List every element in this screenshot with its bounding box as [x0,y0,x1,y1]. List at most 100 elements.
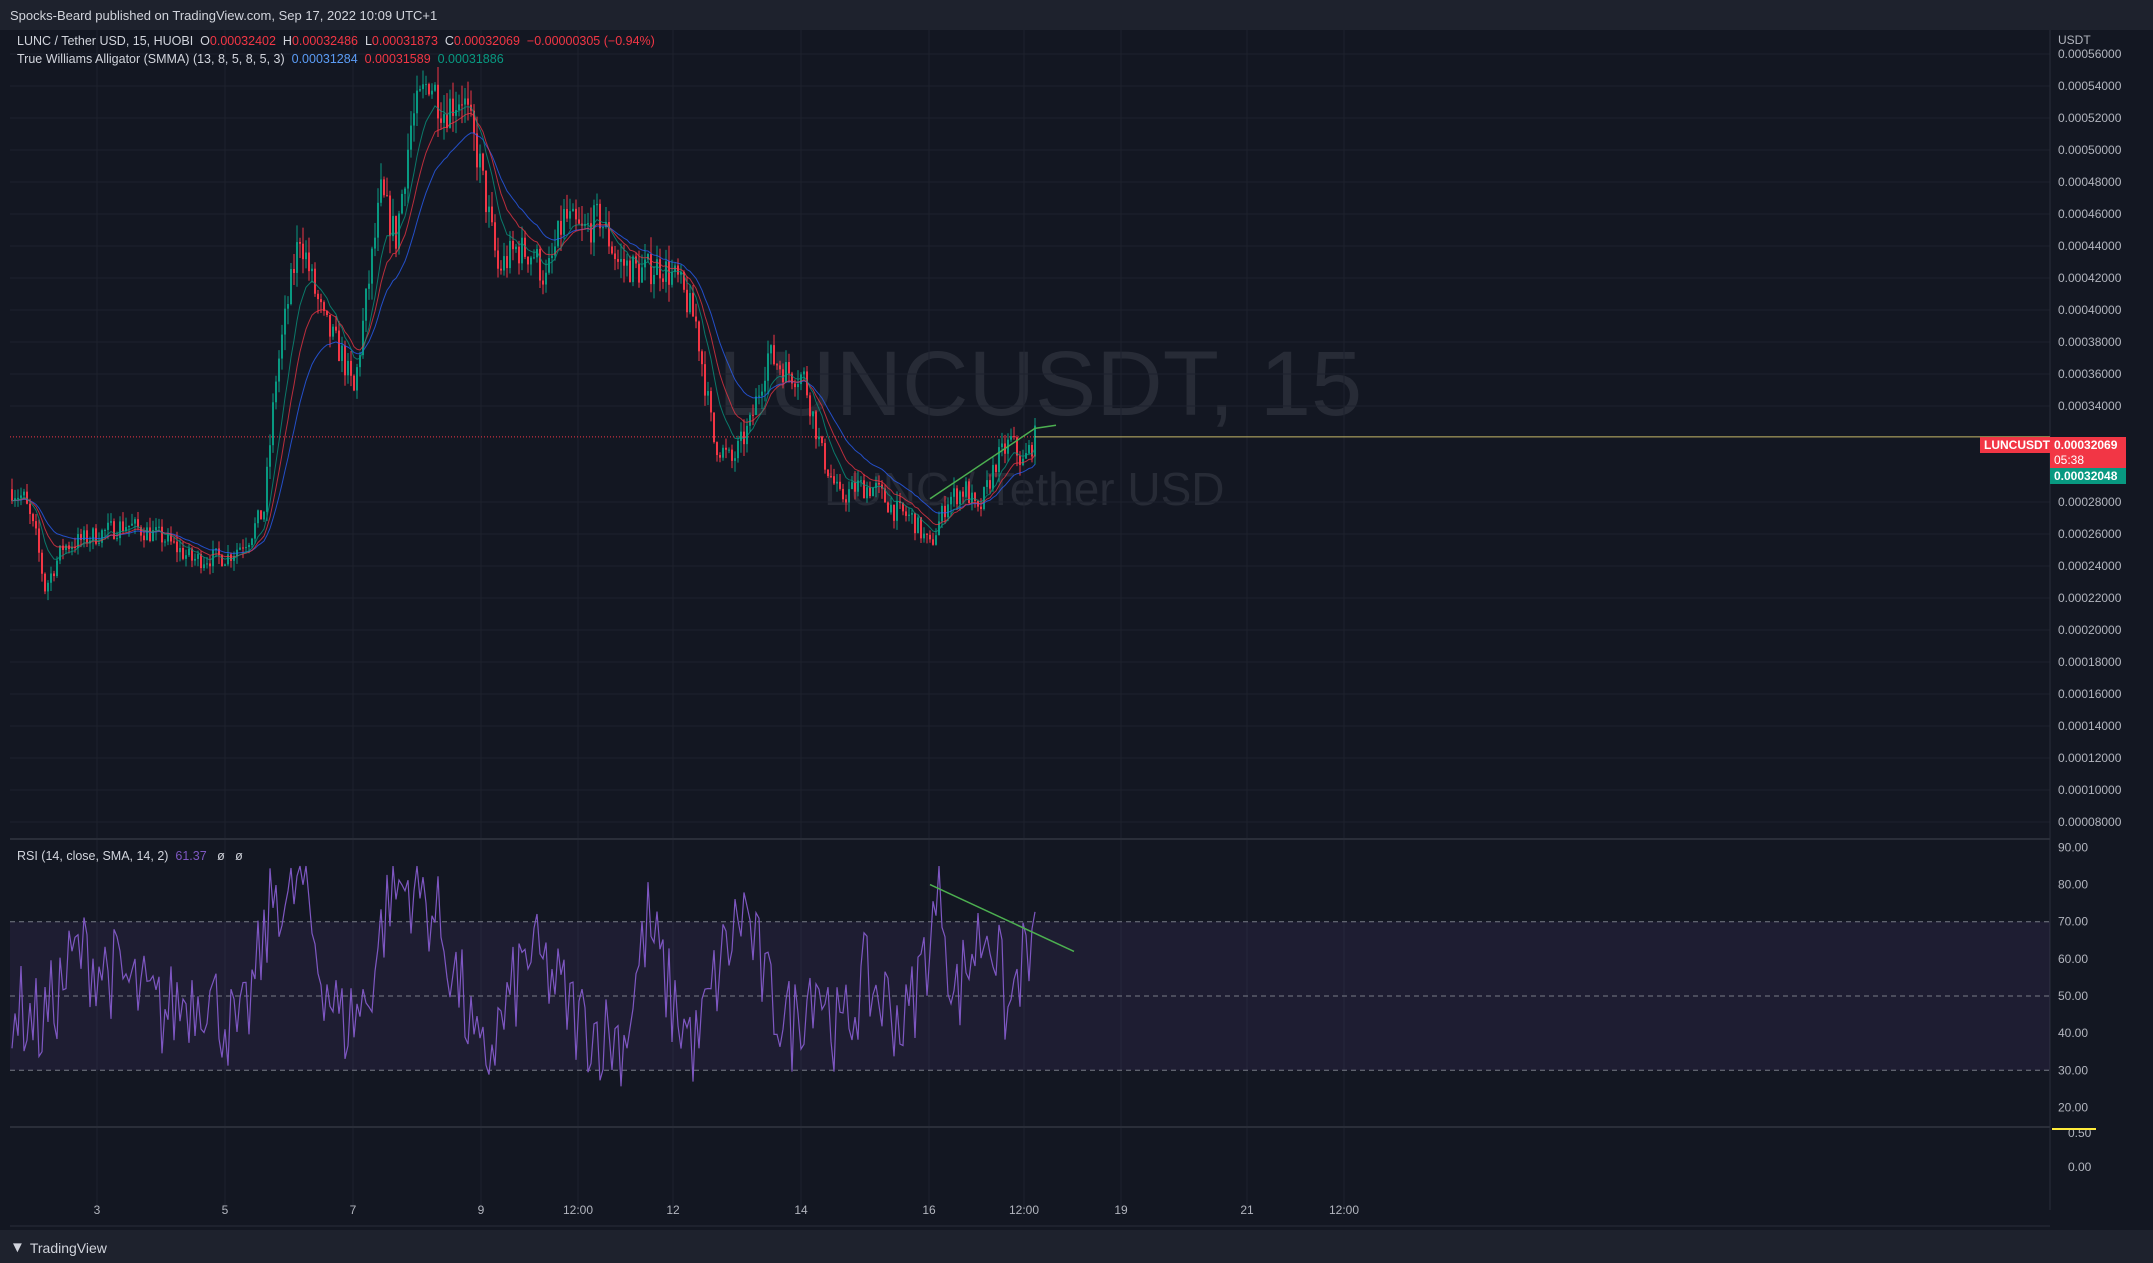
candle-body [848,489,850,503]
candle-body [161,526,163,543]
candle-body [407,149,409,189]
candle-body [617,259,619,262]
candle-body [929,534,931,540]
candle-body [872,487,874,497]
candle-body [833,476,835,484]
candle-body [776,364,778,366]
candle-body [263,511,265,520]
candle-body [590,223,592,243]
candle-body [290,268,292,305]
candle-body [998,447,1000,473]
candle-body [635,256,637,264]
candle-body [491,206,493,223]
alligator-teeth [11,112,1036,558]
candle-body [218,548,220,556]
candle-body [557,220,559,247]
legend-close: 0.00032069 [453,34,520,48]
candle-body [203,564,205,569]
candle-body [971,492,973,504]
candle-body [449,98,451,128]
candle-body [323,302,325,311]
candle-body [56,560,58,577]
candle-body [32,514,34,522]
candle-body [893,504,895,521]
candle-body [815,411,817,440]
candle-body [560,220,562,235]
candle-body [575,208,577,220]
candle-body [896,501,898,521]
time-tick-label: 3 [94,1203,101,1217]
candle-body [71,547,73,550]
legend-rsi-title[interactable]: RSI (14, close, SMA, 14, 2) [17,849,169,863]
time-tick-label: 12:00 [563,1203,593,1217]
candle-body [1019,455,1021,465]
candle-body [890,504,892,513]
legend-rsi-extra2: ø [235,849,243,863]
legend-rsi-extra1: ø [217,849,225,863]
candle-body [926,533,928,535]
candle-body [191,548,193,561]
legend-lips: 0.00031886 [437,52,504,66]
legend-alligator-title[interactable]: True Williams Alligator (SMMA) (13, 8, 5… [17,52,285,66]
candle-body [347,360,349,376]
legend-symbol[interactable]: LUNC / Tether USD, 15, HUOBI [17,34,194,48]
candle-body [986,480,988,487]
candle-body [608,222,610,247]
trendlines [929,424,1075,953]
candle-body [440,118,442,123]
candle-body [446,114,448,128]
candle-body [428,84,430,95]
candle-body [1028,444,1030,453]
candle-body [299,242,301,244]
candle-body [545,272,547,285]
price-tick-label: 0.00022000 [2058,591,2122,605]
candle-body [770,345,772,354]
candle-body [458,104,460,111]
candle-body [959,491,961,505]
tradingview-logo[interactable]: ▼ TradingView [10,1239,107,1256]
rsi-tick-label: 90.00 [2058,840,2088,854]
candle-body [1010,436,1012,440]
price-tick-label: 0.00028000 [2058,495,2122,509]
price-tick-label: 0.00054000 [2058,79,2122,93]
pane-borders [10,30,2051,1227]
candle-body [629,260,631,283]
rsi-trendline [929,883,1075,953]
candle-body [374,237,376,249]
candle-body [260,510,262,520]
candle-body [128,525,130,528]
candle-body [623,258,625,266]
price-tick-label: 0.00038000 [2058,335,2122,349]
candle-body [284,308,286,335]
candle-body [914,513,916,534]
candle-body [248,544,250,548]
candle-body [14,498,16,501]
candle-body [533,257,535,259]
price-trendline [929,424,1057,500]
candle-body [782,369,784,383]
candle-body [761,391,763,396]
candle-body [197,554,199,559]
tradingview-name: TradingView [29,1239,107,1256]
candle-body [188,548,190,556]
candle-body [461,104,463,106]
bid-price-tag: 0.00032048 [2050,468,2126,484]
candle-body [62,545,64,550]
candle-body [647,254,649,260]
candle-body [59,545,61,561]
candle-body [806,371,808,396]
candle-body [110,521,112,523]
candle-body [500,268,502,271]
candle-body [734,458,736,461]
candle-body [410,125,412,150]
candle-body [869,487,871,497]
candle-body [365,288,367,321]
candle-body [950,496,952,505]
rsi-tick-label: 70.00 [2058,915,2088,929]
candle-body [566,209,568,219]
candle-body [779,365,781,370]
candle-body [812,411,814,417]
candle-body [587,223,589,225]
candle-body [992,464,994,489]
